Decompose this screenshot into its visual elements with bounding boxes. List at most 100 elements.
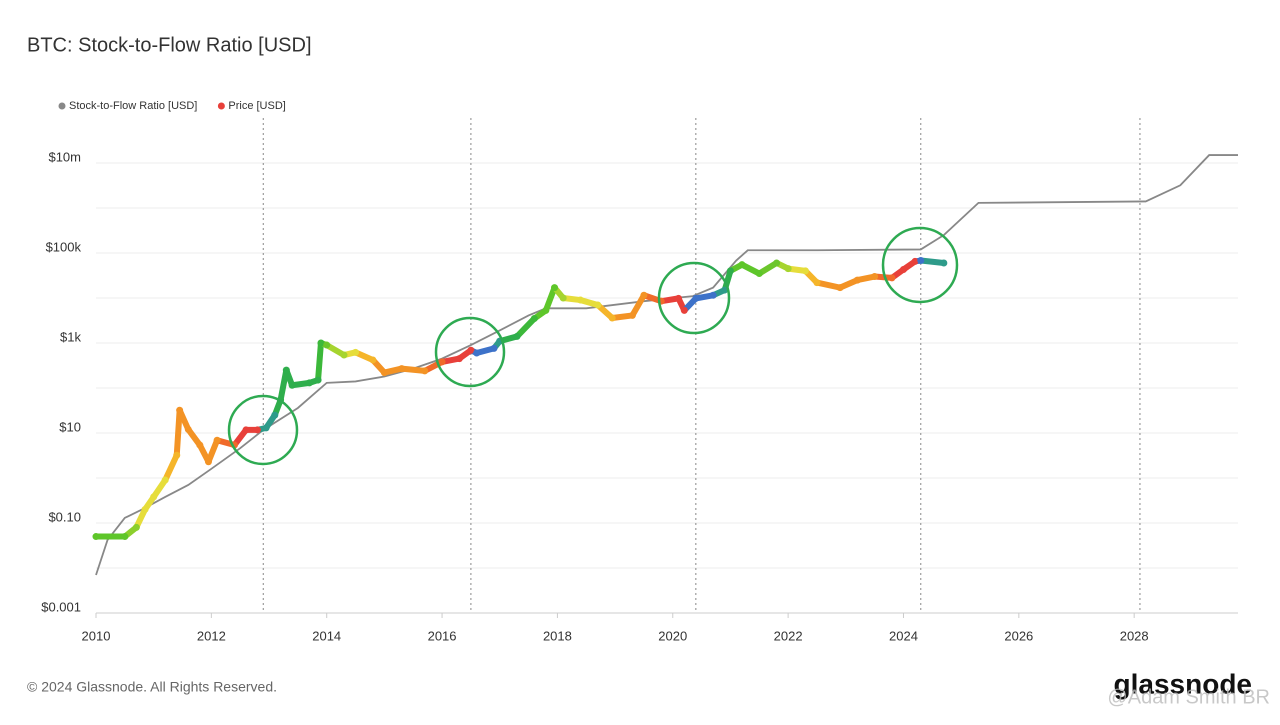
price-point: [911, 257, 919, 265]
price-point: [150, 493, 158, 501]
legend-marker: [217, 102, 225, 110]
price-point: [917, 257, 925, 265]
y-tick-label: $10: [59, 419, 81, 434]
price-segment: [813, 279, 844, 291]
price-point: [813, 279, 821, 287]
price-point: [801, 267, 809, 275]
chart-title: BTC: Stock-to-Flow Ratio [USD]: [27, 34, 312, 56]
price-point: [871, 273, 879, 281]
x-tick-label: 2026: [1004, 628, 1033, 643]
price-point: [594, 301, 602, 309]
x-tick-label: 2020: [658, 628, 687, 643]
x-tick-label: 2024: [889, 628, 918, 643]
price-point: [576, 296, 584, 304]
price-point: [323, 341, 331, 349]
price-point: [161, 476, 169, 484]
price-point: [559, 294, 567, 302]
price-point: [675, 294, 683, 302]
price-point: [692, 294, 700, 302]
price-point: [421, 367, 429, 375]
highlight-circle: [434, 316, 506, 388]
price-point: [513, 332, 521, 340]
price-point: [455, 355, 463, 363]
copyright: © 2024 Glassnode. All Rights Reserved.: [27, 679, 277, 695]
series-line: [95, 154, 1238, 576]
price-point: [271, 411, 279, 419]
price-point: [438, 358, 446, 366]
price-point: [473, 349, 481, 357]
price-point: [726, 267, 734, 275]
watermark: @Adam Smith BR: [1107, 686, 1270, 708]
price-segment: [917, 257, 947, 266]
x-tick-label: 2012: [197, 628, 226, 643]
y-tick-label: $100k: [46, 239, 82, 254]
price-point: [784, 265, 792, 273]
price-point: [305, 379, 313, 387]
highlight-circle: [881, 226, 959, 304]
price-point: [709, 291, 717, 299]
price-point: [176, 406, 184, 414]
price-segment: [542, 284, 558, 314]
legend-label: Price [USD]: [228, 100, 285, 112]
price-point: [340, 351, 348, 359]
price-point: [551, 284, 559, 292]
price-point: [467, 346, 475, 354]
price-point: [141, 505, 149, 513]
price-point: [288, 381, 296, 389]
x-tick-label: 2010: [82, 628, 111, 643]
price-point: [262, 424, 270, 432]
price-point: [640, 291, 648, 299]
price-point: [721, 286, 729, 294]
price-point: [608, 314, 616, 322]
legend-marker: [58, 102, 66, 110]
plot: [92, 154, 1238, 576]
price-point: [628, 311, 636, 319]
price-point: [196, 441, 204, 449]
price-point: [490, 344, 498, 352]
price-point: [121, 533, 129, 541]
y-tick-label: $0.10: [48, 509, 81, 524]
price-point: [132, 523, 140, 531]
y-tick-label: $10m: [48, 149, 81, 164]
price-point: [836, 284, 844, 292]
price-point: [530, 315, 538, 323]
price-point: [940, 259, 948, 267]
grid: $0.001 $0.10 $10 $1k $100k $10m 2010 2012 2014 20…: [41, 118, 1238, 643]
price-segment: [315, 340, 324, 384]
price-segment: [173, 407, 183, 459]
price-point: [173, 451, 181, 459]
price-point: [314, 376, 322, 384]
price-point: [253, 426, 261, 434]
price-point: [899, 265, 907, 273]
legend: Stock-to-Flow Ratio [USD] Price [USD]: [58, 100, 286, 112]
price-point: [92, 533, 100, 541]
price-point: [369, 356, 377, 364]
price-segment: [162, 452, 180, 484]
price-point: [542, 306, 550, 314]
price-segment: [629, 292, 647, 319]
x-tick-label: 2022: [774, 628, 803, 643]
price-segment: [176, 407, 192, 433]
x-tick-label: 2016: [428, 628, 457, 643]
price-point: [213, 436, 221, 444]
halving-circles: [227, 226, 959, 466]
price-point: [398, 365, 406, 373]
price-point: [242, 426, 250, 434]
price-point: [853, 276, 861, 284]
x-tick-label: 2018: [543, 628, 572, 643]
price-point: [888, 274, 896, 282]
price-point: [755, 270, 763, 278]
legend-label: Stock-to-Flow Ratio [USD]: [69, 100, 197, 112]
price-segment: [398, 365, 428, 374]
price-point: [282, 366, 290, 374]
price-point: [317, 339, 325, 347]
highlight-circle: [227, 394, 299, 466]
x-tick-label: 2028: [1120, 628, 1149, 643]
logo: glassnode: [1114, 668, 1252, 699]
highlight-circle: [657, 261, 731, 335]
y-tick-label: $1k: [60, 329, 81, 344]
price-point: [738, 261, 746, 269]
price-point: [680, 306, 688, 314]
